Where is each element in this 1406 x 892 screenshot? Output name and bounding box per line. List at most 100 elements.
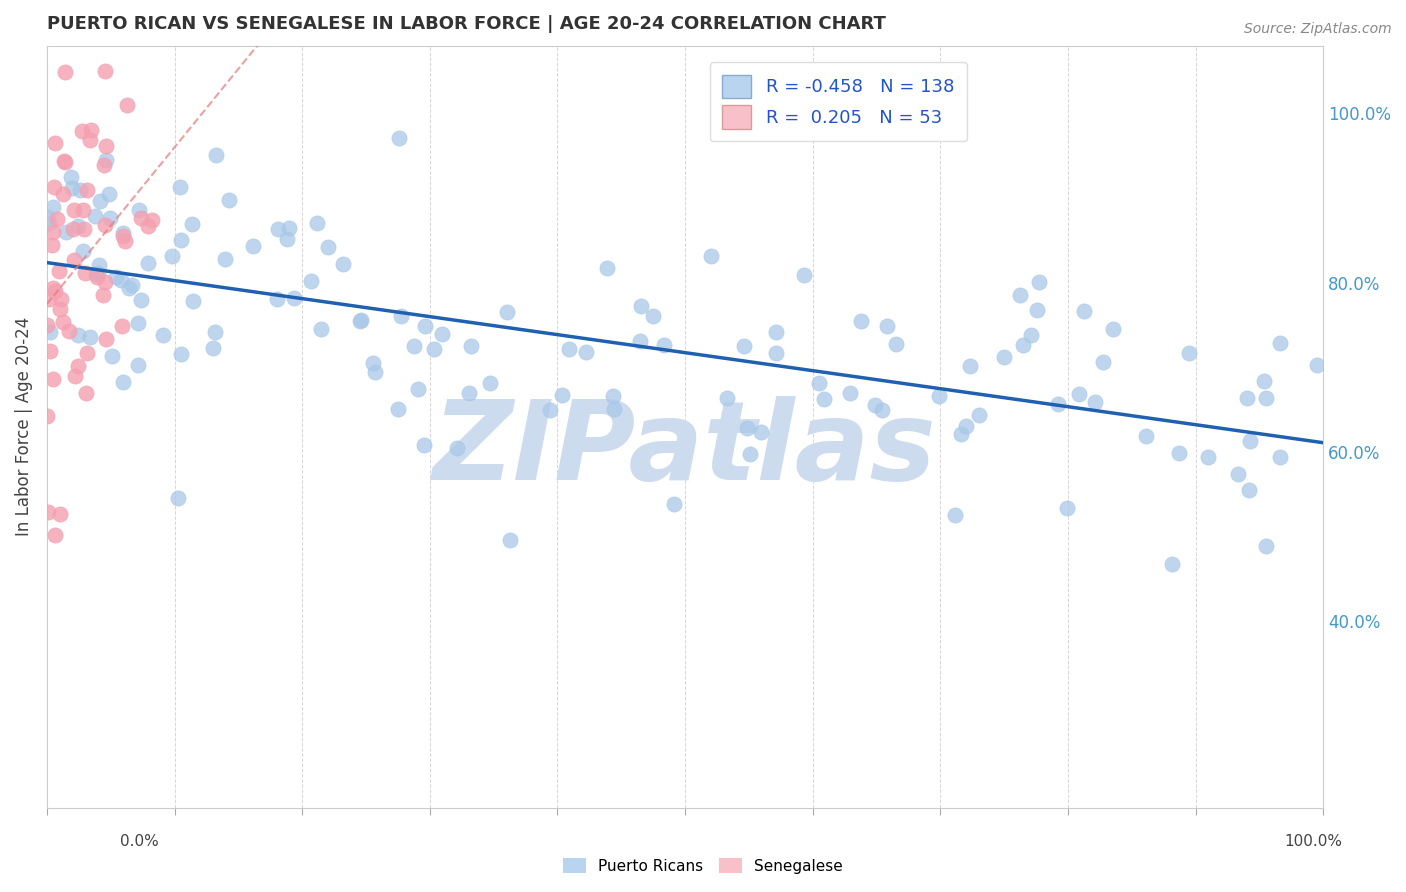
Point — [39, 344, 62, 359]
Point — [412, 438, 434, 452]
Point — [73, 266, 96, 280]
Point — [218, 194, 240, 208]
Point — [993, 350, 1015, 364]
Point — [127, 359, 149, 373]
Point — [1268, 450, 1291, 464]
Point — [1056, 500, 1078, 515]
Point — [152, 327, 174, 342]
Point — [136, 255, 159, 269]
Point — [63, 368, 86, 383]
Point — [38, 216, 60, 230]
Point — [299, 274, 322, 288]
Point — [1073, 303, 1095, 318]
Point — [93, 275, 115, 289]
Point — [664, 497, 686, 511]
Point — [1026, 303, 1049, 318]
Point — [266, 292, 288, 306]
Point — [118, 281, 141, 295]
Point — [283, 291, 305, 305]
Point — [86, 270, 108, 285]
Point — [115, 98, 138, 112]
Point — [363, 356, 385, 370]
Point — [1253, 374, 1275, 388]
Point — [129, 211, 152, 225]
Point — [716, 391, 738, 405]
Point — [955, 419, 977, 434]
Point — [48, 264, 70, 278]
Point — [1270, 335, 1292, 350]
Point — [114, 235, 136, 249]
Point — [1168, 445, 1191, 459]
Point — [44, 528, 66, 542]
Point — [1236, 391, 1258, 405]
Point — [37, 505, 59, 519]
Point — [813, 392, 835, 407]
Point — [575, 344, 598, 359]
Point — [83, 209, 105, 223]
Point — [112, 227, 135, 241]
Point — [1178, 346, 1201, 360]
Point — [959, 359, 981, 373]
Point — [266, 221, 288, 235]
Point — [60, 181, 83, 195]
Point — [1091, 355, 1114, 369]
Point — [628, 334, 651, 348]
Point — [641, 309, 664, 323]
Point — [309, 322, 332, 336]
Point — [364, 365, 387, 379]
Point — [111, 318, 134, 333]
Point — [884, 337, 907, 351]
Point — [432, 326, 454, 341]
Point — [55, 225, 77, 239]
Point — [498, 533, 520, 547]
Legend: Puerto Ricans, Senegalese: Puerto Ricans, Senegalese — [557, 852, 849, 880]
Point — [44, 285, 66, 299]
Point — [1161, 557, 1184, 571]
Point — [49, 292, 72, 306]
Point — [69, 183, 91, 197]
Point — [84, 267, 107, 281]
Point — [121, 278, 143, 293]
Point — [53, 155, 76, 169]
Point — [276, 232, 298, 246]
Point — [62, 222, 84, 236]
Point — [67, 219, 90, 234]
Point — [79, 330, 101, 344]
Point — [105, 269, 128, 284]
Point — [181, 293, 204, 308]
Point — [44, 136, 66, 150]
Point — [1028, 275, 1050, 289]
Point — [413, 319, 436, 334]
Point — [128, 203, 150, 218]
Point — [1256, 391, 1278, 405]
Point — [1046, 397, 1069, 411]
Point — [1256, 539, 1278, 553]
Point — [1197, 450, 1219, 465]
Point — [242, 239, 264, 253]
Point — [808, 376, 831, 391]
Point — [63, 253, 86, 268]
Point — [1084, 395, 1107, 409]
Point — [201, 342, 224, 356]
Point — [37, 211, 59, 225]
Point — [700, 249, 723, 263]
Point — [558, 342, 581, 356]
Text: Source: ZipAtlas.com: Source: ZipAtlas.com — [1244, 22, 1392, 37]
Point — [42, 372, 65, 386]
Point — [98, 186, 121, 201]
Point — [316, 240, 339, 254]
Point — [949, 427, 972, 442]
Point — [52, 315, 75, 329]
Point — [141, 212, 163, 227]
Point — [93, 287, 115, 301]
Point — [53, 153, 76, 168]
Legend: R = -0.458   N = 138, R =  0.205   N = 53: R = -0.458 N = 138, R = 0.205 N = 53 — [710, 62, 967, 141]
Point — [58, 325, 80, 339]
Point — [406, 382, 429, 396]
Point — [37, 409, 59, 424]
Point — [652, 338, 675, 352]
Point — [1305, 358, 1327, 372]
Point — [740, 447, 762, 461]
Point — [870, 403, 893, 417]
Point — [596, 260, 619, 275]
